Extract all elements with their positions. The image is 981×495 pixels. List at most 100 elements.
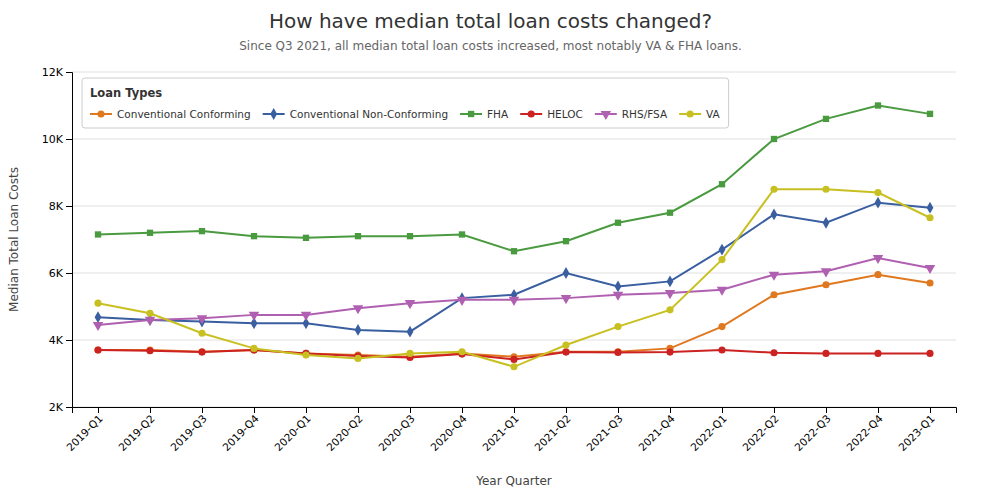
tick: 2020-Q2 [324, 407, 365, 453]
tick-label: 2022-Q1 [688, 412, 729, 453]
tick-mark [566, 407, 567, 413]
marker [614, 323, 621, 330]
tick: 2021-Q1 [480, 407, 521, 453]
legend-item: FHA [460, 108, 509, 120]
tick-mark [670, 407, 671, 413]
tick-mark [66, 407, 72, 408]
marker [94, 346, 101, 353]
tick: 12K [42, 66, 72, 79]
tick: 6K [49, 267, 72, 280]
marker [146, 346, 153, 353]
marker [770, 186, 777, 193]
tick-mark [66, 72, 72, 73]
marker [251, 233, 257, 239]
marker [199, 228, 205, 234]
marker [509, 297, 520, 306]
tick-mark [774, 407, 775, 413]
legend-marker [97, 110, 104, 117]
marker [198, 330, 205, 337]
tick-label: 2023-Q1 [896, 412, 937, 453]
tick-mark [66, 206, 72, 207]
marker [303, 235, 309, 241]
tick-label: 2022-Q3 [792, 412, 833, 453]
tick-mark [930, 407, 931, 413]
marker [562, 348, 569, 355]
marker [355, 324, 362, 336]
tick-label: 2019-Q2 [116, 412, 157, 453]
marker [354, 355, 361, 362]
marker [719, 181, 725, 187]
marker [562, 348, 569, 355]
marker [823, 116, 829, 122]
legend-item: HELOC [520, 108, 583, 120]
line [98, 203, 930, 332]
tick-label: 4K [49, 334, 64, 347]
legend-label: Conventional Conforming [117, 108, 251, 120]
legend-label: Conventional Non-Conforming [290, 108, 448, 120]
tick: 2021-Q2 [532, 407, 573, 453]
tick-mark [306, 407, 307, 413]
tick-mark [462, 407, 463, 413]
tick: 2022-Q3 [792, 407, 833, 453]
marker [718, 323, 725, 330]
y-axis-title: Median Total Loan Costs [7, 167, 21, 312]
marker [717, 287, 728, 296]
marker [875, 102, 881, 108]
legend-label: HELOC [547, 108, 583, 120]
tick: 2022-Q1 [688, 407, 729, 453]
tick-label: 8K [49, 200, 64, 213]
grid [72, 72, 956, 407]
marker [407, 326, 414, 338]
tick: 4K [49, 334, 72, 347]
marker [666, 306, 673, 313]
marker [301, 312, 312, 321]
legend-marker [687, 110, 694, 117]
tick-label: 2022-Q2 [740, 412, 781, 453]
series [95, 197, 934, 338]
marker [511, 248, 517, 254]
marker [146, 310, 153, 317]
marker [873, 255, 884, 264]
marker [145, 317, 156, 326]
tick-label: 2019-Q4 [220, 412, 261, 453]
tick-label: 2019-Q1 [64, 412, 105, 453]
tick-label: 12K [42, 66, 64, 79]
tick-label: 2020-Q3 [376, 412, 417, 453]
marker [770, 291, 777, 298]
tick-label: 2021-Q2 [532, 412, 573, 453]
marker [250, 345, 257, 352]
tick-label: 2020-Q1 [272, 412, 313, 453]
tick: 2019-Q1 [64, 407, 105, 453]
tick-mark [66, 273, 72, 274]
tick: 2020-Q3 [376, 407, 417, 453]
tick: 10K [42, 133, 72, 146]
tick-mark [618, 407, 619, 413]
marker [615, 281, 622, 293]
marker [355, 233, 361, 239]
marker [302, 352, 309, 359]
marker [614, 348, 621, 355]
legend-label: VA [706, 108, 721, 120]
marker [927, 111, 933, 117]
axis-line [66, 73, 73, 408]
tick: 2020-Q1 [272, 407, 313, 453]
marker [563, 267, 570, 279]
marker [458, 348, 465, 355]
marker [874, 189, 881, 196]
tick-label: 2020-Q2 [324, 412, 365, 453]
tick: 2019-Q3 [168, 407, 209, 453]
marker [197, 315, 208, 324]
marker [822, 350, 829, 357]
marker [770, 349, 777, 356]
grid-line [72, 340, 956, 341]
legend-marker [270, 108, 277, 120]
marker [823, 217, 830, 229]
marker [769, 272, 780, 281]
grid-line [72, 206, 956, 207]
marker [93, 322, 104, 331]
marks [93, 102, 936, 370]
tick-mark [410, 407, 411, 413]
legend-frame [82, 78, 729, 128]
marker [718, 346, 725, 353]
marker [457, 297, 468, 306]
